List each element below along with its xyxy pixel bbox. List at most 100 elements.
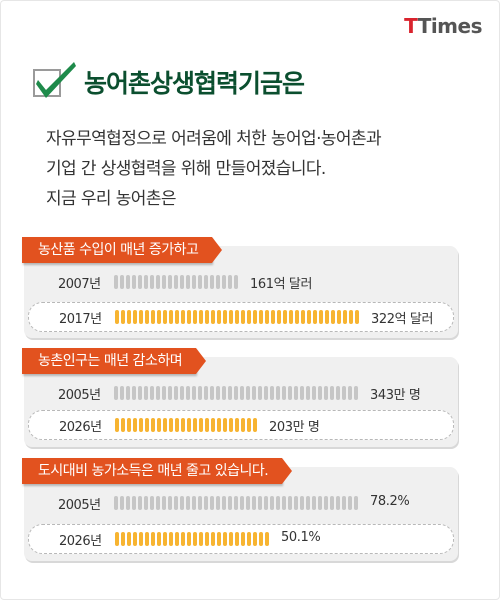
value-label: 161억 달러 <box>250 277 313 292</box>
bar-segment <box>295 310 299 324</box>
bar-segment <box>331 310 335 324</box>
value-label: 343만 명 <box>370 388 421 403</box>
bar-segment <box>205 418 209 432</box>
bar-segment <box>247 532 251 546</box>
bar-segment <box>283 310 287 324</box>
bar-segment <box>348 496 352 510</box>
bar-segment <box>234 386 238 400</box>
bar-segment <box>234 496 238 510</box>
bar-segment <box>324 386 328 400</box>
bar-segment <box>138 496 142 510</box>
bar-segment <box>205 310 209 324</box>
bar-segment <box>114 496 118 510</box>
ttimes-logo: TTimes <box>404 14 482 38</box>
bar-segment <box>133 310 137 324</box>
bar-segment <box>204 386 208 400</box>
bar-segment <box>139 310 143 324</box>
chart-title: 농촌인구는 매년 감소하며 <box>22 348 207 374</box>
bar-segment <box>324 496 328 510</box>
bar-segment <box>289 310 293 324</box>
bar-segment <box>157 310 161 324</box>
bar-segment <box>181 310 185 324</box>
intro-line: 기업 간 상생협력을 위해 만들어졌습니다. <box>46 159 326 179</box>
bar-segment <box>133 532 137 546</box>
bar-segment <box>258 386 262 400</box>
bar-segment <box>228 275 232 289</box>
bar-segment <box>229 310 233 324</box>
bar-segment <box>294 496 298 510</box>
bar <box>114 275 240 289</box>
bar-segment <box>246 496 250 510</box>
bar-segment <box>145 532 149 546</box>
bar-segment <box>162 496 166 510</box>
bar-segment <box>270 386 274 400</box>
bar-segment <box>282 386 286 400</box>
bar-segment <box>139 532 143 546</box>
bar-segment <box>144 386 148 400</box>
bar-segment <box>175 418 179 432</box>
bar-segment <box>223 532 227 546</box>
bar-segment <box>210 275 214 289</box>
intro-line: 지금 우리 농어촌은 <box>46 189 177 209</box>
bar-segment <box>186 496 190 510</box>
bar-segment <box>126 275 130 289</box>
bar-segment <box>175 532 179 546</box>
bar-segment <box>192 386 196 400</box>
bar-segment <box>240 386 244 400</box>
bar-segment <box>264 386 268 400</box>
bar-segment <box>192 496 196 510</box>
bar-segment <box>175 310 179 324</box>
bar-segment <box>271 310 275 324</box>
bar-segment <box>150 386 154 400</box>
bar-segment <box>229 418 233 432</box>
bar-segment <box>198 386 202 400</box>
bar-segment <box>349 310 353 324</box>
bar-segment <box>222 496 226 510</box>
bar-segment <box>282 496 286 510</box>
check-icon <box>33 62 76 98</box>
bar-segment <box>307 310 311 324</box>
bar-segment <box>235 532 239 546</box>
bar-segment <box>120 386 124 400</box>
bar-segment <box>138 386 142 400</box>
bar-segment <box>114 386 118 400</box>
bar-segment <box>127 310 131 324</box>
bar-segment <box>181 532 185 546</box>
bar-segment <box>223 310 227 324</box>
bar-segment <box>169 418 173 432</box>
bar-segment <box>121 418 125 432</box>
bar-segment <box>246 386 250 400</box>
bar-segment <box>247 418 251 432</box>
bar-segment <box>144 275 148 289</box>
bar-segment <box>217 418 221 432</box>
bar-segment <box>168 496 172 510</box>
bar-segment <box>121 310 125 324</box>
bar-segment <box>163 418 167 432</box>
bar-segment <box>193 532 197 546</box>
bar-segment <box>115 532 119 546</box>
bar-segment <box>348 386 352 400</box>
bar-segment <box>354 496 358 510</box>
bar-segment <box>216 275 220 289</box>
value-label: 322억 달러 <box>371 312 434 327</box>
bar-segment <box>211 532 215 546</box>
bar-segment <box>258 496 262 510</box>
category-label: 2017년 <box>59 312 102 327</box>
bar-segment <box>132 496 136 510</box>
bar-segment <box>253 310 257 324</box>
chart-title: 농산품 수입이 매년 증가하고 <box>22 237 223 263</box>
category-label: 2026년 <box>59 534 102 549</box>
bar-segment <box>193 310 197 324</box>
bar-segment <box>336 496 340 510</box>
bar-segment <box>259 532 263 546</box>
bar-segment <box>115 418 119 432</box>
bar-segment <box>337 310 341 324</box>
bar-segment <box>199 532 203 546</box>
bar-row: 2005년 78.2% <box>24 489 458 517</box>
bar-segment <box>336 386 340 400</box>
bar-segment <box>252 496 256 510</box>
bar-segment <box>180 275 184 289</box>
chart-title: 도시대비 농가소득은 매년 줄고 있습니다. <box>22 458 293 484</box>
bar-segment <box>235 418 239 432</box>
bar-segment <box>240 496 244 510</box>
